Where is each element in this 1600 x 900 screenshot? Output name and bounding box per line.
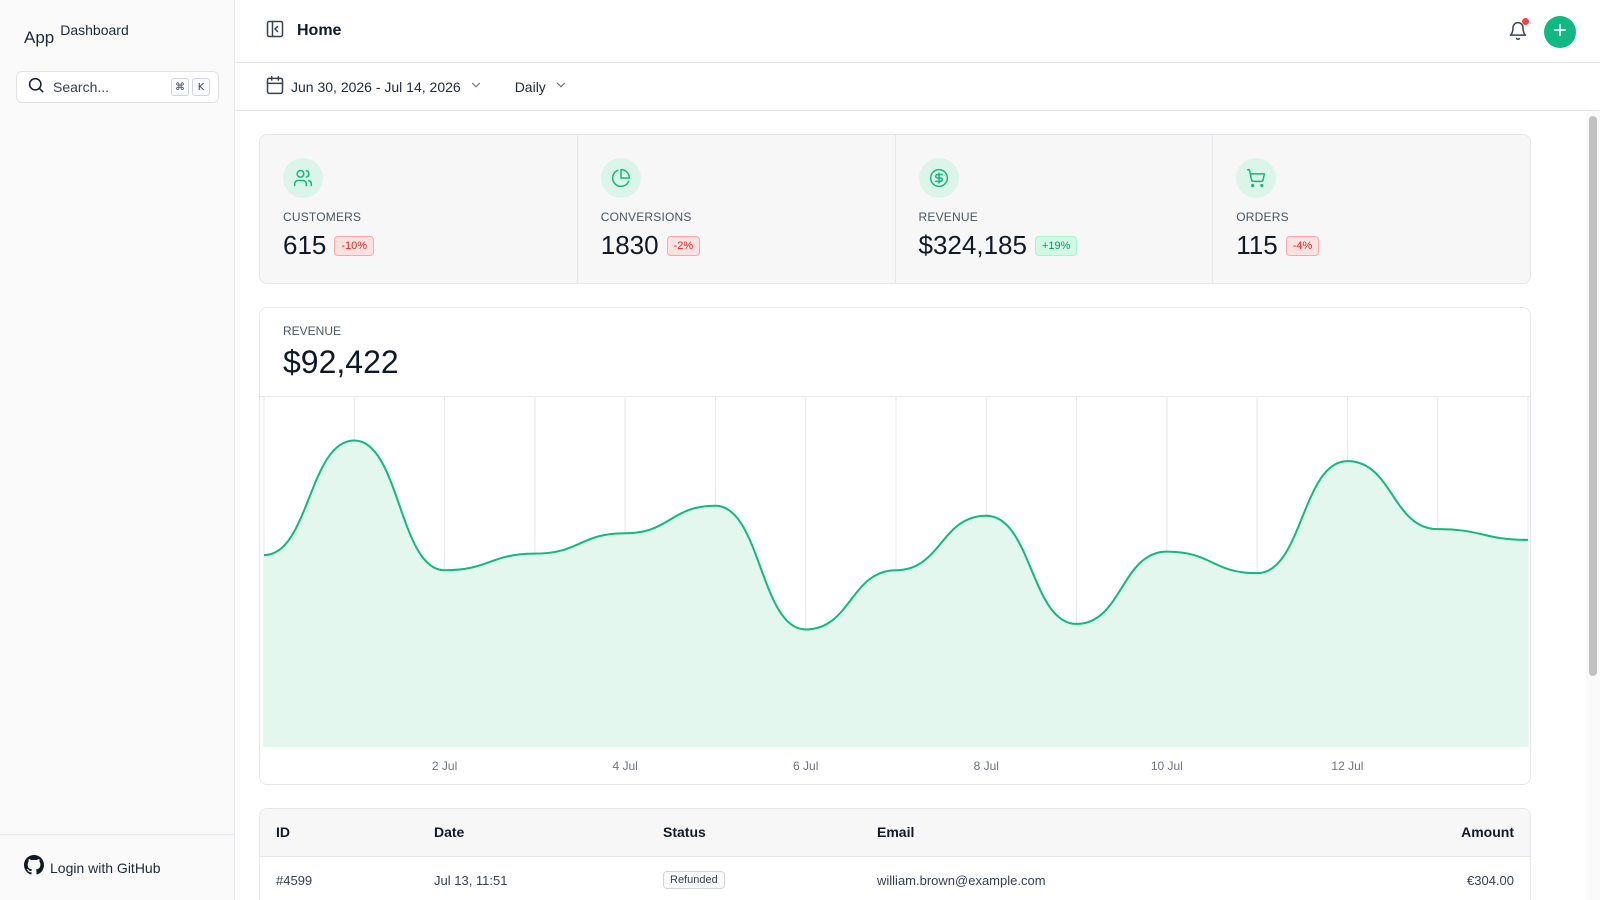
table-header: ID Date Status Email Amount bbox=[260, 809, 1530, 857]
shortcut-key-k: K bbox=[192, 78, 210, 96]
shopping-cart-icon bbox=[1236, 158, 1277, 198]
search-icon bbox=[27, 76, 45, 99]
stat-label: REVENUE bbox=[918, 210, 978, 224]
pie-chart-icon bbox=[600, 158, 641, 198]
cell-date: Jul 13, 11:51 bbox=[434, 873, 508, 888]
column-header-amount[interactable]: Amount bbox=[1461, 824, 1514, 840]
revenue-area-chart[interactable]: 2 Jul 4 Jul 6 Jul 8 Jul 10 Jul 12 Jul bbox=[260, 308, 1531, 785]
period-value: Daily bbox=[514, 78, 546, 95]
dollar-circle-icon bbox=[918, 158, 959, 198]
notification-dot bbox=[1522, 18, 1529, 25]
x-tick-label: 12 Jul bbox=[1331, 759, 1363, 773]
x-tick-label: 10 Jul bbox=[1151, 759, 1183, 773]
stat-value: 615 bbox=[283, 230, 327, 260]
stat-label: ORDERS bbox=[1236, 210, 1289, 224]
area-fill bbox=[264, 440, 1528, 747]
brand-logo[interactable]: App Dashboard bbox=[24, 22, 129, 48]
filter-toolbar: Jun 30, 2026 - Jul 14, 2026 Daily bbox=[235, 63, 1600, 111]
users-icon bbox=[283, 158, 323, 198]
github-icon bbox=[24, 855, 44, 880]
brand-app-text: App bbox=[24, 28, 55, 47]
plus-icon bbox=[1551, 21, 1569, 44]
page-title: Home bbox=[297, 22, 342, 39]
stat-revenue[interactable]: REVENUE $324,185 +19% bbox=[896, 135, 1214, 283]
bell-icon bbox=[1508, 21, 1528, 46]
column-header-email[interactable]: Email bbox=[877, 824, 915, 840]
stat-value: $324,185 bbox=[918, 230, 1027, 260]
column-header-id[interactable]: ID bbox=[276, 824, 290, 840]
calendar-icon bbox=[265, 75, 285, 98]
stat-conversions[interactable]: CONVERSIONS 1830 -2% bbox=[578, 135, 896, 283]
github-login-label: Login with GitHub bbox=[50, 859, 161, 876]
column-header-date[interactable]: Date bbox=[434, 824, 465, 840]
chart-total: $92,422 bbox=[283, 344, 399, 380]
sidebar: App Dashboard Search... ⌘ K Login with G… bbox=[0, 0, 235, 900]
stat-change-badge: -10% bbox=[334, 235, 375, 256]
shortcut-key-cmd: ⌘ bbox=[171, 78, 189, 96]
github-login-button[interactable]: Login with GitHub bbox=[0, 834, 234, 900]
cell-id: #4599 bbox=[276, 873, 313, 888]
period-select[interactable]: Daily bbox=[515, 78, 568, 95]
chevron-down-icon bbox=[554, 78, 568, 95]
orders-table: ID Date Status Email Amount #4599 Jul 13… bbox=[259, 808, 1531, 900]
notifications-button[interactable] bbox=[1508, 18, 1529, 47]
sidebar-toggle-icon[interactable] bbox=[265, 19, 285, 44]
search-placeholder: Search... bbox=[53, 79, 110, 95]
brand-dashboard-text: Dashboard bbox=[60, 22, 129, 38]
stat-change-badge: -4% bbox=[1285, 235, 1320, 256]
date-range-value: Jun 30, 2026 - Jul 14, 2026 bbox=[291, 78, 461, 95]
stat-customers[interactable]: CUSTOMERS 615 -10% bbox=[260, 135, 578, 283]
scrollbar-thumb[interactable] bbox=[1589, 116, 1597, 676]
stat-value: 1830 bbox=[600, 230, 659, 260]
column-header-status[interactable]: Status bbox=[663, 824, 706, 840]
stat-label: CONVERSIONS bbox=[600, 210, 692, 224]
chevron-down-icon bbox=[469, 78, 483, 95]
x-tick-label: 6 Jul bbox=[793, 759, 818, 773]
stat-value: 115 bbox=[1236, 230, 1278, 260]
stat-orders[interactable]: ORDERS 115 -4% bbox=[1213, 135, 1530, 283]
cell-amount: €304.00 bbox=[1467, 873, 1514, 888]
date-range-picker[interactable]: Jun 30, 2026 - Jul 14, 2026 bbox=[265, 75, 483, 98]
add-button[interactable] bbox=[1544, 16, 1576, 48]
stat-change-badge: +19% bbox=[1034, 235, 1078, 256]
x-tick-label: 4 Jul bbox=[612, 759, 637, 773]
table-row[interactable]: #4599 Jul 13, 11:51 Refunded william.bro… bbox=[260, 857, 1530, 900]
stat-change-badge: -2% bbox=[666, 235, 701, 256]
cell-email: william.brown@example.com bbox=[877, 873, 1046, 888]
revenue-series-line bbox=[263, 439, 1529, 631]
chart-label: REVENUE bbox=[283, 324, 342, 338]
stats-panel: CUSTOMERS 615 -10% CONVERSIONS 1830 -2% … bbox=[259, 134, 1531, 284]
x-tick-label: 8 Jul bbox=[974, 759, 999, 773]
stat-label: CUSTOMERS bbox=[283, 210, 362, 224]
search-input[interactable]: Search... ⌘ K bbox=[16, 71, 219, 103]
divider bbox=[260, 396, 1530, 397]
revenue-chart-card: REVENUE $92,422 2 Jul 4 Jul 6 Jul 8 Jul 10 J… bbox=[259, 307, 1531, 785]
status-badge: Refunded bbox=[663, 871, 725, 889]
x-tick-label: 2 Jul bbox=[432, 759, 457, 773]
top-header: Home bbox=[235, 0, 1600, 63]
